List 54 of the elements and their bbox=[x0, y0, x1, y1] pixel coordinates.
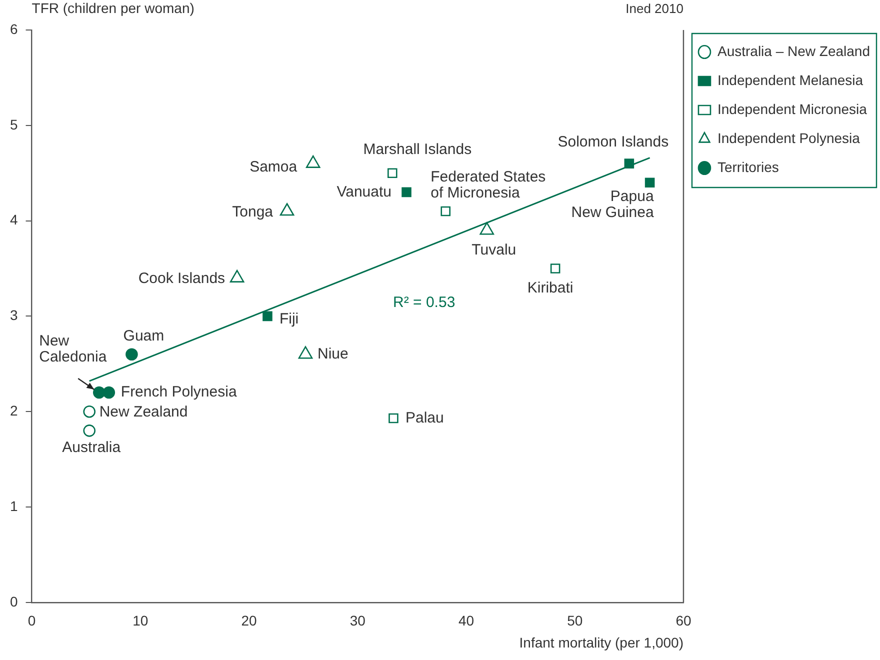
x-tick-label: 0 bbox=[28, 612, 36, 629]
annotation: Samoa bbox=[250, 158, 298, 176]
y-axis-title: TFR (children per woman) bbox=[32, 0, 194, 16]
point bbox=[92, 386, 106, 399]
y-tick-label: 0 bbox=[10, 593, 18, 610]
text: Ined 2010 bbox=[626, 1, 684, 16]
annotation: New Zealand bbox=[99, 404, 188, 421]
y-tick-label: 2 bbox=[10, 402, 18, 418]
point bbox=[644, 178, 655, 188]
x-tick-label: 20 bbox=[241, 612, 258, 629]
annotation: Federated States of Micronesia bbox=[430, 168, 546, 202]
y-tick-label: 6 bbox=[10, 20, 18, 37]
annotation: Cook Islands bbox=[138, 270, 226, 288]
annotation: Tonga bbox=[232, 203, 274, 220]
legend-label: Independent Polynesia bbox=[717, 130, 860, 146]
point bbox=[624, 158, 634, 168]
x-tick-label: 10 bbox=[132, 612, 148, 629]
y-tick-label: 1 bbox=[10, 498, 18, 514]
y-tick-label: 4 bbox=[10, 212, 18, 228]
x-tick-label: 50 bbox=[567, 612, 583, 629]
annotation: Guam bbox=[123, 328, 164, 344]
annotation: Palau bbox=[405, 409, 444, 426]
y-tick-label: 3 bbox=[10, 307, 18, 324]
legend-label: Territories bbox=[717, 158, 779, 175]
point bbox=[388, 413, 398, 424]
point bbox=[126, 348, 138, 361]
annotation: R² = 0.53 bbox=[393, 294, 456, 312]
y-tick-label: 5 bbox=[10, 116, 18, 132]
annotation: Niue bbox=[317, 346, 348, 362]
annotation: Vanuatu bbox=[336, 183, 392, 200]
point bbox=[83, 424, 96, 437]
annotation: Marshall Islands bbox=[363, 141, 472, 158]
annotation: Solomon Islands bbox=[558, 134, 669, 151]
x-tick-label: 60 bbox=[676, 612, 692, 629]
legend-label: Independent Micronesia bbox=[717, 100, 868, 117]
legend-label: Independent Melanesia bbox=[717, 72, 864, 88]
annotation: Fiji bbox=[279, 310, 299, 328]
annotation: French Polynesia bbox=[120, 384, 238, 401]
legend-label: Australia – New Zealand bbox=[717, 42, 870, 59]
x-axis-title: Infant mortality (per 1,000) bbox=[519, 634, 684, 650]
annotation: New Caledonia bbox=[39, 332, 108, 366]
point bbox=[83, 405, 96, 418]
point bbox=[550, 264, 560, 274]
point bbox=[262, 311, 272, 322]
annotation: Kiribati bbox=[527, 280, 574, 297]
point bbox=[102, 386, 116, 399]
annotation: Tuvalu bbox=[472, 241, 516, 258]
x-tick-label: 30 bbox=[350, 612, 366, 629]
point bbox=[387, 168, 398, 178]
annotation: Australia bbox=[62, 438, 122, 456]
point bbox=[440, 206, 450, 216]
x-tick-label: 40 bbox=[458, 612, 474, 629]
annotation: Papua New Guinea bbox=[571, 188, 654, 221]
point bbox=[402, 187, 412, 198]
